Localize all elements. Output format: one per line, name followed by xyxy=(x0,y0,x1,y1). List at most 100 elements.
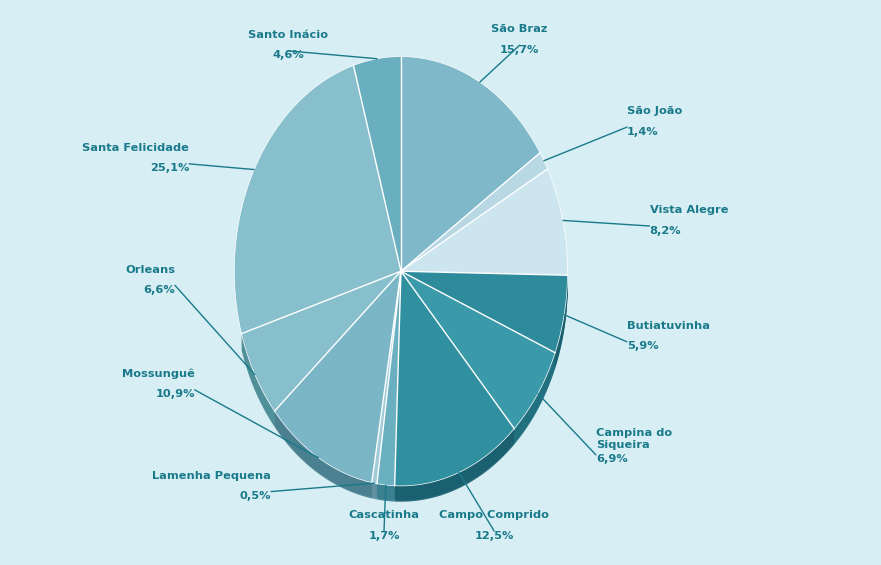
Text: Santo Inácio: Santo Inácio xyxy=(248,30,328,40)
Polygon shape xyxy=(241,276,401,416)
Polygon shape xyxy=(241,284,401,424)
Polygon shape xyxy=(395,282,515,497)
Text: São João: São João xyxy=(627,106,682,116)
Polygon shape xyxy=(401,272,567,354)
Text: Orleans: Orleans xyxy=(125,264,175,275)
Polygon shape xyxy=(401,280,567,362)
Text: Butiatuvinha: Butiatuvinha xyxy=(627,321,710,331)
Polygon shape xyxy=(241,271,401,411)
Polygon shape xyxy=(275,287,401,498)
Polygon shape xyxy=(395,286,515,501)
Polygon shape xyxy=(395,284,515,499)
Polygon shape xyxy=(395,276,515,491)
Polygon shape xyxy=(275,278,401,489)
Text: Cascatinha: Cascatinha xyxy=(349,510,419,520)
Polygon shape xyxy=(401,286,567,367)
Polygon shape xyxy=(401,279,567,360)
Polygon shape xyxy=(401,169,567,275)
Polygon shape xyxy=(372,274,401,486)
Polygon shape xyxy=(275,280,401,492)
Polygon shape xyxy=(401,275,567,357)
Text: Mossunguê: Mossunguê xyxy=(122,369,195,379)
Polygon shape xyxy=(377,271,401,486)
Polygon shape xyxy=(234,66,401,334)
Polygon shape xyxy=(401,272,555,430)
Polygon shape xyxy=(372,278,401,490)
Text: 6,6%: 6,6% xyxy=(144,285,175,295)
Polygon shape xyxy=(395,275,515,490)
Polygon shape xyxy=(275,283,401,494)
Polygon shape xyxy=(275,274,401,485)
Polygon shape xyxy=(275,271,401,483)
Polygon shape xyxy=(372,272,401,485)
Polygon shape xyxy=(377,284,401,499)
Polygon shape xyxy=(377,280,401,495)
Text: 6,9%: 6,9% xyxy=(596,454,627,464)
Polygon shape xyxy=(372,279,401,492)
Polygon shape xyxy=(241,275,401,415)
Text: 5,9%: 5,9% xyxy=(627,341,659,351)
Polygon shape xyxy=(275,275,401,486)
Polygon shape xyxy=(377,283,401,498)
Polygon shape xyxy=(241,274,401,414)
Polygon shape xyxy=(401,276,555,434)
Text: Campo Comprido: Campo Comprido xyxy=(440,510,549,520)
Polygon shape xyxy=(377,272,401,487)
Polygon shape xyxy=(372,276,401,489)
Polygon shape xyxy=(395,274,515,489)
Polygon shape xyxy=(401,153,547,271)
Polygon shape xyxy=(401,274,555,431)
Text: Vista Alegre: Vista Alegre xyxy=(649,205,728,215)
Polygon shape xyxy=(372,284,401,497)
Text: 15,7%: 15,7% xyxy=(500,45,539,55)
Polygon shape xyxy=(372,280,401,493)
Polygon shape xyxy=(241,283,401,423)
Polygon shape xyxy=(401,283,567,364)
Text: São Braz: São Braz xyxy=(492,24,548,34)
Polygon shape xyxy=(401,287,555,445)
Polygon shape xyxy=(372,283,401,496)
Polygon shape xyxy=(395,279,515,494)
Polygon shape xyxy=(401,283,555,441)
Polygon shape xyxy=(275,279,401,490)
Text: 1,7%: 1,7% xyxy=(368,531,400,541)
Polygon shape xyxy=(377,287,401,502)
Polygon shape xyxy=(241,286,401,425)
Polygon shape xyxy=(241,272,401,412)
Polygon shape xyxy=(353,56,401,271)
Text: 0,5%: 0,5% xyxy=(240,491,271,501)
Polygon shape xyxy=(395,280,515,495)
Polygon shape xyxy=(395,272,515,487)
Polygon shape xyxy=(401,282,567,363)
Polygon shape xyxy=(401,276,567,358)
Polygon shape xyxy=(395,287,515,502)
Polygon shape xyxy=(372,286,401,498)
Polygon shape xyxy=(241,282,401,421)
Polygon shape xyxy=(241,279,401,419)
Polygon shape xyxy=(377,278,401,492)
Text: Campina do
Siqueira: Campina do Siqueira xyxy=(596,428,672,450)
Polygon shape xyxy=(395,283,515,498)
Polygon shape xyxy=(275,284,401,496)
Text: 12,5%: 12,5% xyxy=(475,531,514,541)
Polygon shape xyxy=(401,274,567,355)
Polygon shape xyxy=(401,271,567,353)
Polygon shape xyxy=(377,282,401,496)
Polygon shape xyxy=(401,282,555,439)
Polygon shape xyxy=(275,282,401,493)
Text: 25,1%: 25,1% xyxy=(150,163,189,173)
Polygon shape xyxy=(372,271,401,484)
Polygon shape xyxy=(401,278,555,435)
Polygon shape xyxy=(377,275,401,490)
Text: 8,2%: 8,2% xyxy=(649,225,681,236)
Text: 1,4%: 1,4% xyxy=(627,127,659,137)
Polygon shape xyxy=(401,279,555,437)
Polygon shape xyxy=(401,271,555,429)
Polygon shape xyxy=(401,280,555,438)
Polygon shape xyxy=(275,286,401,497)
Polygon shape xyxy=(401,284,567,366)
Polygon shape xyxy=(401,56,540,271)
Polygon shape xyxy=(401,287,567,368)
Polygon shape xyxy=(401,286,555,443)
Polygon shape xyxy=(377,286,401,500)
